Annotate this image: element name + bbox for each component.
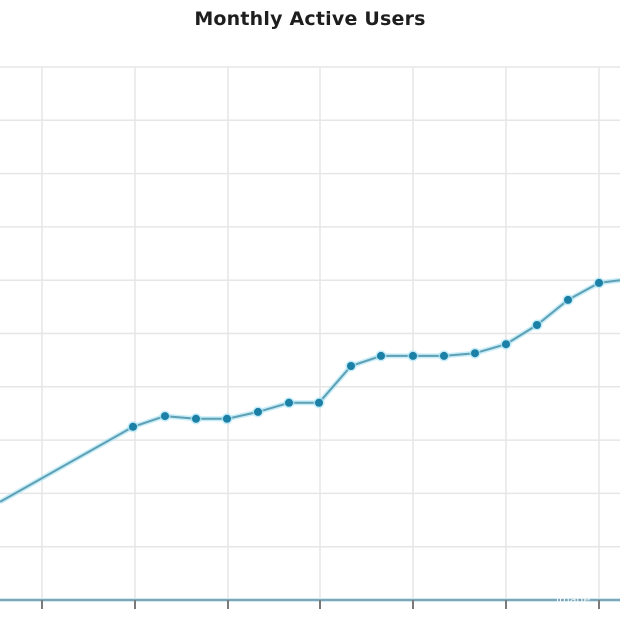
chart-title: Monthly Active Users — [194, 8, 426, 30]
data-point-marker — [502, 340, 510, 349]
data-point-marker — [440, 351, 448, 360]
data-series — [0, 277, 620, 505]
data-point-marker — [223, 414, 231, 423]
data-point-marker — [595, 278, 603, 287]
data-point-marker — [409, 351, 417, 360]
data-point-marker — [377, 351, 385, 360]
data-point-marker — [564, 295, 572, 304]
data-point-marker — [161, 412, 169, 421]
data-point-marker — [254, 407, 262, 416]
data-point-marker — [347, 362, 355, 370]
data-point-marker — [533, 321, 541, 329]
data-point-marker — [129, 422, 137, 431]
x-axis — [0, 598, 620, 609]
data-point-marker — [315, 398, 323, 407]
data-point-marker — [471, 349, 479, 358]
series-line — [0, 279, 620, 503]
data-point-marker — [285, 398, 293, 407]
series-line-glow — [0, 277, 620, 505]
gridlines — [0, 66, 620, 600]
watermark: image — [556, 593, 591, 606]
data-point-marker — [192, 414, 200, 423]
